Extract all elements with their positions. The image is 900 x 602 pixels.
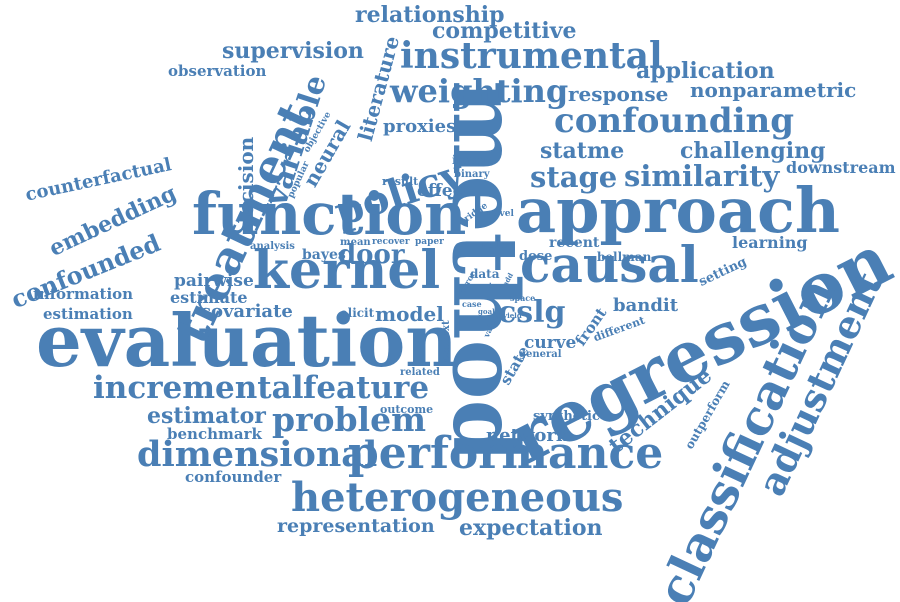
word-competitive: competitive [432,18,577,44]
word-weighting: weighting [390,72,569,110]
word-effect: effect [417,181,471,201]
word-network: network [486,425,569,446]
word-dimensional: dimensional [137,434,378,475]
word-stage: stage [530,160,618,194]
word-challenging: challenging [680,138,826,164]
word-feature: feature [303,370,430,406]
word-kernel: kernel [253,240,441,301]
word-expectation: expectation [459,515,603,541]
word-estimate: estimate [170,288,248,307]
word-downstream: downstream [786,158,896,177]
word-rule: rule [481,237,509,251]
word-synthetic: synthetic [533,409,600,424]
word-cslg: cslg [498,295,566,330]
word-data: data [470,267,500,281]
word-yield: yield [503,311,522,320]
word-instrumental: instrumental [400,35,663,77]
word-evaluation: evaluation [36,298,458,383]
word-heterogeneous: heterogeneous [291,474,624,521]
word-novel: novel [487,209,514,219]
word-application: application [636,58,775,84]
word-proxies: proxies [383,116,457,137]
word-incremental: incremental [93,370,304,406]
word-learning: learning [732,233,808,252]
word-problem: problem [272,400,426,439]
word-context: context [441,320,452,362]
word-outcome: outcome [380,403,434,416]
word-bandit: bandit [613,295,679,316]
word-space: space [510,293,536,303]
word-statme: statme [540,138,625,164]
word-elicit: elicit [340,306,375,320]
word-covariate: covariate [200,301,293,322]
word-confounder: confounder [185,468,282,486]
word-decision: decision [234,136,258,230]
word-information: information [33,285,134,303]
word-general: general [519,349,562,360]
word-binary: binary [454,169,490,180]
word-dose: dose [519,249,553,264]
word-paper: paper [415,237,444,247]
word-response: response [568,82,669,106]
word-causal: causal [520,235,699,294]
word-bellman: bellman [597,250,652,264]
word-door: door [338,240,405,270]
word-similarity: similarity [624,159,780,193]
word-confounding: confounding [554,101,795,141]
word-estimation: estimation [43,305,133,323]
word-nonparametric: nonparametric [690,78,857,102]
word-image: image [452,153,494,167]
word-curve: curve [524,333,577,353]
word-recover: recover [372,237,410,247]
word-case: case [462,299,482,309]
word-bayes: bayes [302,247,346,263]
word-function: function [192,180,467,248]
word-model: model [375,302,444,326]
word-related: related [400,367,440,378]
word-performance: performance [348,428,664,479]
word-representation: representation [277,515,435,537]
word-benchmark: benchmark [167,425,262,443]
word-observation: observation [168,62,267,80]
word-result: result [382,175,419,188]
word-true: true [489,281,506,290]
word-mean: mean [340,237,371,248]
word-approach: approach [516,174,840,247]
word-analysis: analysis [250,241,295,252]
word-pairwise: pairwise [174,271,254,291]
word-supervision: supervision [222,38,364,64]
word-recent: recent [549,235,600,251]
word-relationship: relationship [355,2,505,28]
word-goal: goal [478,307,495,316]
word-estimator: estimator [147,403,266,429]
